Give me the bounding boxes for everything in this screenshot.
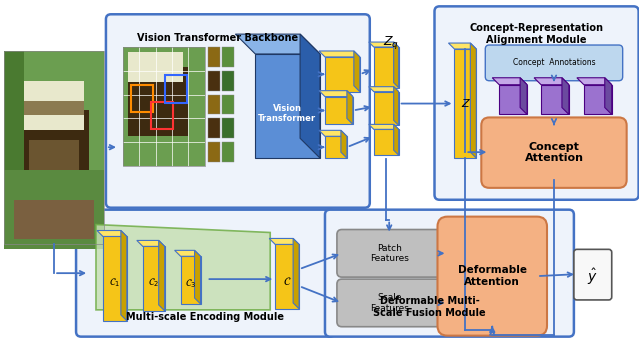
Bar bbox=[128, 52, 182, 82]
Polygon shape bbox=[180, 256, 200, 304]
Bar bbox=[14, 200, 94, 239]
Text: Patch
Features: Patch Features bbox=[370, 243, 408, 263]
Polygon shape bbox=[319, 130, 347, 136]
Polygon shape bbox=[137, 240, 164, 247]
FancyBboxPatch shape bbox=[106, 14, 370, 208]
Text: $\hat{y}$: $\hat{y}$ bbox=[588, 267, 598, 287]
Polygon shape bbox=[369, 124, 399, 129]
Bar bbox=[223, 94, 234, 115]
Polygon shape bbox=[470, 43, 476, 158]
Polygon shape bbox=[236, 34, 320, 54]
Polygon shape bbox=[103, 236, 127, 321]
Polygon shape bbox=[175, 250, 200, 256]
Bar bbox=[19, 81, 84, 130]
Bar bbox=[123, 47, 205, 166]
Bar bbox=[223, 142, 234, 162]
Polygon shape bbox=[369, 42, 399, 47]
Polygon shape bbox=[374, 92, 399, 125]
Polygon shape bbox=[374, 47, 399, 88]
FancyBboxPatch shape bbox=[76, 210, 335, 337]
Polygon shape bbox=[319, 51, 360, 57]
Bar bbox=[164, 75, 187, 103]
Text: $\mathcal{C}_3$: $\mathcal{C}_3$ bbox=[185, 278, 196, 291]
Bar bbox=[151, 102, 173, 129]
Text: Vision
Transformer: Vision Transformer bbox=[258, 104, 316, 123]
FancyBboxPatch shape bbox=[435, 6, 639, 200]
Polygon shape bbox=[255, 54, 320, 158]
Polygon shape bbox=[534, 78, 569, 85]
Bar bbox=[223, 118, 234, 138]
Polygon shape bbox=[354, 51, 360, 92]
Bar bbox=[209, 118, 220, 138]
Text: Scale
Features: Scale Features bbox=[370, 293, 408, 313]
FancyBboxPatch shape bbox=[337, 279, 442, 327]
Polygon shape bbox=[584, 85, 612, 115]
Bar bbox=[128, 67, 188, 136]
Bar bbox=[4, 51, 104, 244]
Polygon shape bbox=[394, 42, 399, 88]
Text: Deformable Multi-
Scale Fusion Module: Deformable Multi- Scale Fusion Module bbox=[373, 296, 486, 318]
Polygon shape bbox=[319, 91, 353, 97]
Polygon shape bbox=[499, 85, 527, 115]
Bar bbox=[209, 47, 220, 67]
Bar bbox=[4, 170, 104, 249]
Text: Concept
Attention: Concept Attention bbox=[525, 142, 584, 163]
Bar bbox=[209, 94, 220, 115]
Polygon shape bbox=[275, 244, 299, 309]
Polygon shape bbox=[394, 87, 399, 125]
Polygon shape bbox=[541, 85, 569, 115]
Polygon shape bbox=[577, 78, 612, 85]
Bar bbox=[24, 101, 84, 116]
Polygon shape bbox=[325, 136, 347, 158]
Text: $\mathcal{C}_1$: $\mathcal{C}_1$ bbox=[109, 276, 120, 289]
Polygon shape bbox=[143, 247, 164, 311]
Text: Deformable
Attention: Deformable Attention bbox=[458, 265, 527, 287]
Bar bbox=[223, 47, 234, 67]
Polygon shape bbox=[300, 34, 320, 158]
Polygon shape bbox=[269, 238, 299, 244]
Bar bbox=[223, 71, 234, 91]
Polygon shape bbox=[369, 87, 399, 92]
Polygon shape bbox=[394, 124, 399, 155]
Bar bbox=[19, 110, 89, 220]
Polygon shape bbox=[96, 225, 270, 310]
Polygon shape bbox=[492, 78, 527, 85]
Polygon shape bbox=[195, 250, 200, 304]
Text: $\mathcal{C}_2$: $\mathcal{C}_2$ bbox=[148, 276, 159, 289]
Polygon shape bbox=[325, 97, 353, 124]
Polygon shape bbox=[325, 57, 360, 92]
Polygon shape bbox=[347, 91, 353, 124]
FancyBboxPatch shape bbox=[337, 229, 442, 277]
Polygon shape bbox=[293, 238, 299, 309]
Polygon shape bbox=[449, 43, 476, 49]
Bar bbox=[4, 51, 24, 244]
Polygon shape bbox=[605, 78, 612, 115]
Bar bbox=[29, 140, 79, 170]
Polygon shape bbox=[374, 129, 399, 155]
FancyBboxPatch shape bbox=[485, 45, 623, 81]
Polygon shape bbox=[454, 49, 476, 158]
Polygon shape bbox=[97, 231, 127, 236]
Text: Multi-scale Encoding Module: Multi-scale Encoding Module bbox=[127, 312, 285, 322]
Text: Vision Transformer Backbone: Vision Transformer Backbone bbox=[138, 33, 298, 43]
Bar bbox=[209, 142, 220, 162]
Text: $\mathcal{C}$: $\mathcal{C}$ bbox=[283, 275, 291, 286]
Bar bbox=[123, 47, 205, 166]
Text: Concept  Annotations: Concept Annotations bbox=[513, 58, 595, 68]
FancyBboxPatch shape bbox=[325, 210, 574, 337]
FancyBboxPatch shape bbox=[438, 217, 547, 336]
FancyBboxPatch shape bbox=[481, 117, 627, 188]
FancyBboxPatch shape bbox=[574, 249, 612, 300]
Bar bbox=[131, 85, 153, 113]
Bar bbox=[209, 71, 220, 91]
Bar bbox=[4, 51, 104, 244]
Polygon shape bbox=[159, 240, 164, 311]
Text: Z: Z bbox=[461, 99, 469, 108]
Polygon shape bbox=[562, 78, 569, 115]
Text: Concept-Representation
Alignment Module: Concept-Representation Alignment Module bbox=[470, 23, 604, 45]
Polygon shape bbox=[520, 78, 527, 115]
Text: $Z_q$: $Z_q$ bbox=[383, 34, 399, 51]
Polygon shape bbox=[121, 231, 127, 321]
Polygon shape bbox=[341, 130, 347, 158]
